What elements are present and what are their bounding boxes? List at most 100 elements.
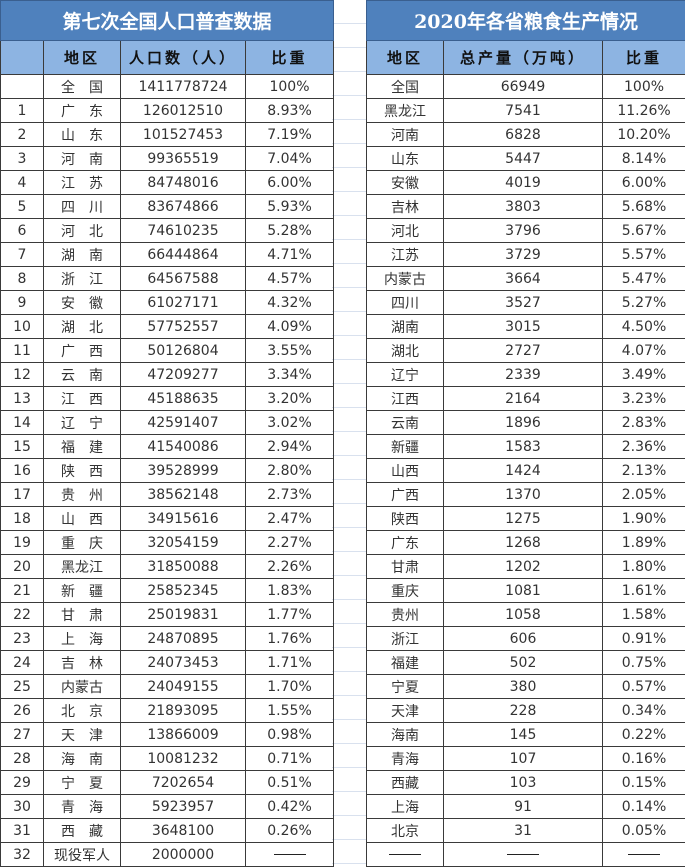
- cell-total-output: 3664: [443, 266, 603, 291]
- cell-share: 1.89%: [601, 530, 685, 555]
- cell-share: 1.83%: [244, 578, 335, 603]
- cell-share: 0.16%: [601, 746, 685, 771]
- cell-region: 上海: [366, 794, 444, 819]
- cell-index: 19: [0, 530, 44, 555]
- cell-population: 66444864: [120, 242, 246, 267]
- cell-region: 重 庆: [43, 530, 121, 555]
- cell-total-output: 5447: [443, 146, 603, 171]
- cell-share: 1.70%: [244, 674, 335, 699]
- cell-region: 吉 林: [43, 650, 121, 675]
- cell-index: [0, 74, 44, 99]
- cell-region: 浙江: [366, 626, 444, 651]
- cell-population: 24870895: [120, 626, 246, 651]
- cell-region: 安徽: [366, 170, 444, 195]
- cell-region: 辽宁: [366, 362, 444, 387]
- cell-total-output: 1275: [443, 506, 603, 531]
- cell-share: 1.80%: [601, 554, 685, 579]
- cell-share: 6.00%: [244, 170, 335, 195]
- cell-index: 12: [0, 362, 44, 387]
- cell-region: 辽 宁: [43, 410, 121, 435]
- cell-region: 山 东: [43, 122, 121, 147]
- table-row: 24 吉 林 24073453 1.71%: [0, 650, 335, 675]
- cell-share: 1.58%: [601, 602, 685, 627]
- cell-region: 河 南: [43, 146, 121, 171]
- cell-population: 50126804: [120, 338, 246, 363]
- cell-population: 47209277: [120, 362, 246, 387]
- cell-share: 8.93%: [244, 98, 335, 123]
- cell-index: 26: [0, 698, 44, 723]
- cell-population: 13866009: [120, 722, 246, 747]
- cell-share: 0.15%: [601, 770, 685, 795]
- cell-population: 1411778724: [120, 74, 246, 99]
- cell-total-output: 145: [443, 722, 603, 747]
- cell-region: 青 海: [43, 794, 121, 819]
- cell-region: 云南: [366, 410, 444, 435]
- cell-region: 江 苏: [43, 170, 121, 195]
- cell-region: 浙 江: [43, 266, 121, 291]
- cell-share: 1.90%: [601, 506, 685, 531]
- cell-region: 福 建: [43, 434, 121, 459]
- cell-population: 39528999: [120, 458, 246, 483]
- cell-total-output: 107: [443, 746, 603, 771]
- cell-index: 4: [0, 170, 44, 195]
- table-row: 北京 31 0.05%: [366, 818, 685, 843]
- cell-share: 0.05%: [601, 818, 685, 843]
- cell-share: 1.55%: [244, 698, 335, 723]
- cell-population: 32054159: [120, 530, 246, 555]
- table-row: 20 黑龙江 31850088 2.26%: [0, 554, 335, 579]
- cell-region: 北 京: [43, 698, 121, 723]
- cell-share: 7.04%: [244, 146, 335, 171]
- cell-share: 2.36%: [601, 434, 685, 459]
- table-row: 16 陕 西 39528999 2.80%: [0, 458, 335, 483]
- cell-population: 41540086: [120, 434, 246, 459]
- cell-region: 海 南: [43, 746, 121, 771]
- cell-region: 甘 肃: [43, 602, 121, 627]
- cell-share: 2.83%: [601, 410, 685, 435]
- table-row: 山西 1424 2.13%: [366, 458, 685, 483]
- cell-share: 5.57%: [601, 242, 685, 267]
- cell-region: 江 西: [43, 386, 121, 411]
- cell-region: 内蒙古: [366, 266, 444, 291]
- cell-region: 海南: [366, 722, 444, 747]
- cell-index: 18: [0, 506, 44, 531]
- cell-index: 27: [0, 722, 44, 747]
- cell-total-output: 4019: [443, 170, 603, 195]
- table-row: 新疆 1583 2.36%: [366, 434, 685, 459]
- cell-index: 9: [0, 290, 44, 315]
- cell-total-output: 1583: [443, 434, 603, 459]
- cell-region: 贵州: [366, 602, 444, 627]
- cell-share: 5.93%: [244, 194, 335, 219]
- cell-population: 21893095: [120, 698, 246, 723]
- table-row: 浙江 606 0.91%: [366, 626, 685, 651]
- cell-index: 2: [0, 122, 44, 147]
- cell-share: 0.22%: [601, 722, 685, 747]
- population-table-title: 第七次全国人口普查数据: [0, 0, 335, 41]
- cell-share: 2.13%: [601, 458, 685, 483]
- cell-index: 6: [0, 218, 44, 243]
- population-census-table: 第七次全国人口普查数据 地区 人口数（人） 比重 全 国 1411778724 10…: [0, 0, 335, 867]
- header-share: 比重: [244, 40, 335, 75]
- cell-index: 22: [0, 602, 44, 627]
- cell-region: 四 川: [43, 194, 121, 219]
- table-row: 30 青 海 5923957 0.42%: [0, 794, 335, 819]
- cell-index: 23: [0, 626, 44, 651]
- cell-index: 14: [0, 410, 44, 435]
- table-row: 内蒙古 3664 5.47%: [366, 266, 685, 291]
- cell-index: 32: [0, 842, 44, 867]
- cell-population: 61027171: [120, 290, 246, 315]
- cell-region: 陕西: [366, 506, 444, 531]
- table-row: 陕西 1275 1.90%: [366, 506, 685, 531]
- cell-region: 甘肃: [366, 554, 444, 579]
- cell-total-output: 2164: [443, 386, 603, 411]
- cell-share: 2.73%: [244, 482, 335, 507]
- cell-share: 0.51%: [244, 770, 335, 795]
- table-row: 13 江 西 45188635 3.20%: [0, 386, 335, 411]
- empty-value-dash: [507, 854, 539, 855]
- cell-population: 3648100: [120, 818, 246, 843]
- table-row: 27 天 津 13866009 0.98%: [0, 722, 335, 747]
- cell-population: 64567588: [120, 266, 246, 291]
- cell-region: 天 津: [43, 722, 121, 747]
- cell-region: 天津: [366, 698, 444, 723]
- cell-region: 江西: [366, 386, 444, 411]
